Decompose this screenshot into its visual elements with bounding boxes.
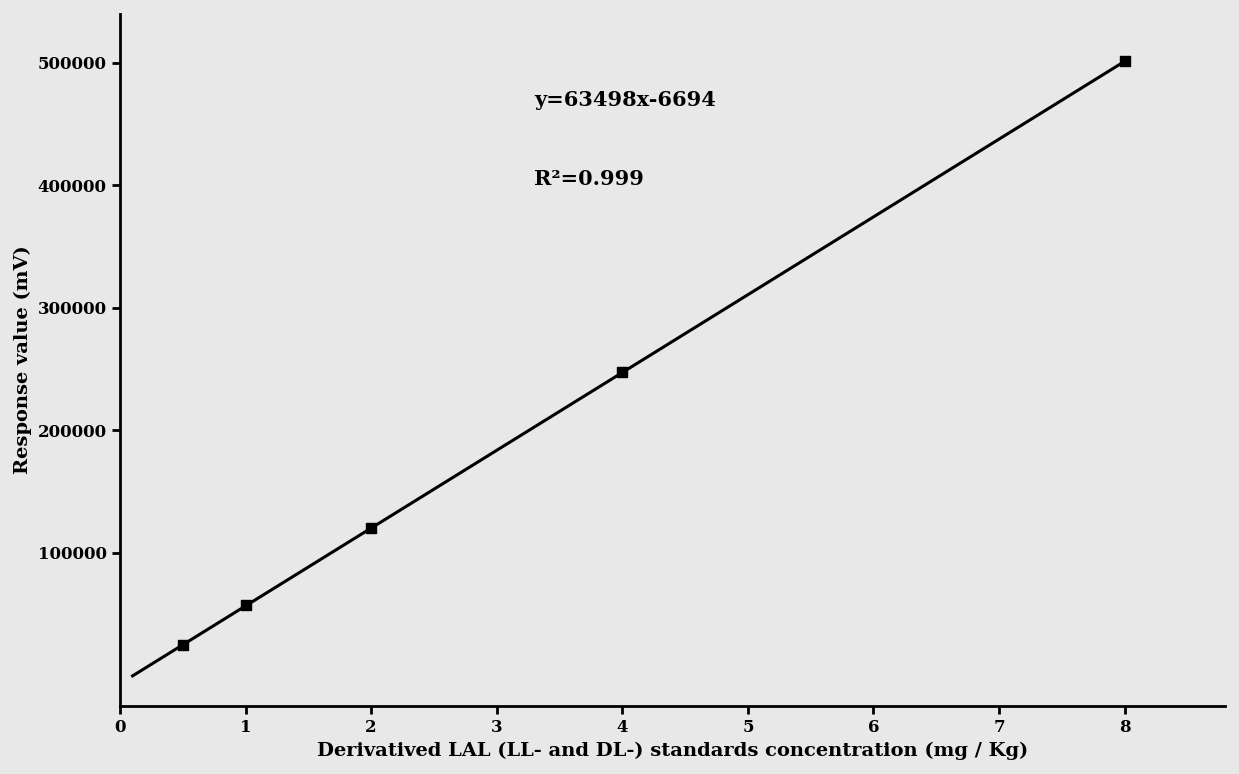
Point [362, 522, 382, 534]
Point [235, 598, 255, 611]
Text: R²=0.999: R²=0.999 [534, 170, 644, 190]
Y-axis label: Response value (mV): Response value (mV) [14, 245, 32, 474]
Point [612, 366, 632, 378]
Text: y=63498x-6694: y=63498x-6694 [534, 90, 716, 110]
X-axis label: Derivatived LAL (LL- and DL-) standards concentration (mg / Kg): Derivatived LAL (LL- and DL-) standards … [317, 741, 1028, 760]
Point [1115, 55, 1135, 67]
Point [173, 639, 193, 651]
